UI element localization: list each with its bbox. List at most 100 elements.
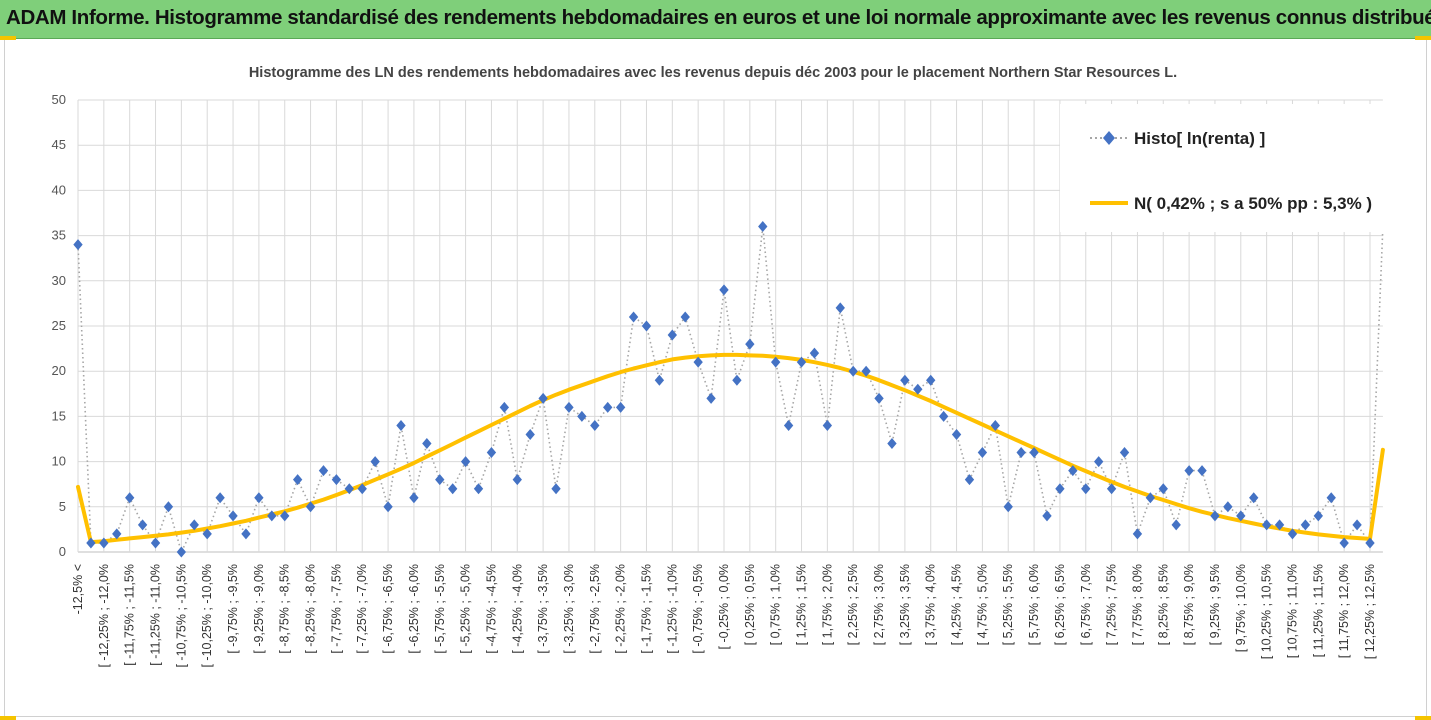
histo-point <box>228 510 238 522</box>
histo-point <box>1274 519 1285 531</box>
y-axis-ticks: 0 5 10 15 20 25 30 35 40 45 50 <box>52 92 66 559</box>
x-tick-label: [ 9,75% ; 10,0% <box>1234 564 1248 652</box>
x-tick-label: [ -12,25% ; -12,0% <box>97 564 111 668</box>
corner-accent-bottom-left <box>0 716 16 720</box>
x-tick-label: [ -0,25% ; 0,0% <box>717 564 731 649</box>
histo-point <box>396 419 406 431</box>
histo-point <box>900 374 910 386</box>
y-tick-label: 45 <box>52 137 66 152</box>
y-tick-label: 35 <box>52 228 66 243</box>
histo-point <box>1094 456 1104 468</box>
x-tick-label: [ 11,75% ; 12,0% <box>1337 564 1351 658</box>
histo-point <box>357 483 367 495</box>
y-tick-label: 5 <box>59 499 66 514</box>
x-tick-label: [ -8,25% ; -8,0% <box>304 564 318 654</box>
chart-legend: Histo[ ln(renta) ] N( 0,42% ; s a 50% pp… <box>1060 104 1385 232</box>
legend-background <box>1060 104 1385 232</box>
histo-point <box>1365 537 1375 549</box>
histo-point <box>486 447 497 459</box>
histo-point <box>1158 483 1168 495</box>
x-tick-label: [ 1,75% ; 2,0% <box>820 564 834 645</box>
x-tick-label: [ 0,75% ; 1,0% <box>769 564 783 645</box>
histo-point <box>1339 537 1349 549</box>
histo-point <box>1236 510 1246 522</box>
histo-point <box>73 239 83 251</box>
histo-point <box>771 356 781 368</box>
y-tick-label: 0 <box>59 544 66 559</box>
histo-point <box>1287 528 1298 540</box>
histo-point <box>913 383 923 395</box>
histo-point <box>460 456 471 468</box>
histo-point <box>628 311 639 323</box>
histo-point <box>745 338 755 350</box>
y-tick-label: 25 <box>52 318 66 333</box>
histo-point <box>370 456 380 468</box>
x-tick-label: [ -11,75% ; -11,5% <box>123 564 137 666</box>
x-tick-label: [ 0,25% ; 0,5% <box>743 564 757 645</box>
histo-point <box>499 401 510 413</box>
x-tick-label: [ 2,75% ; 3,0% <box>872 564 886 645</box>
histo-point <box>887 438 897 450</box>
chart-series <box>73 221 1385 558</box>
x-tick-label: [ -9,25% ; -9,0% <box>252 564 266 654</box>
histo-point <box>590 419 600 431</box>
histo-point <box>641 320 652 332</box>
histo-point <box>990 419 1000 431</box>
histo-point <box>435 474 445 486</box>
x-tick-label: [ 4,75% ; 5,0% <box>975 564 989 645</box>
x-tick-label: [ -1,75% ; -1,5% <box>639 564 653 654</box>
x-tick-label: [ -7,75% ; -7,5% <box>329 564 343 654</box>
y-tick-label: 20 <box>52 363 66 378</box>
histo-point <box>1081 483 1091 495</box>
x-tick-label: [ -0,75% ; -0,5% <box>691 564 705 654</box>
legend-normal-label: N( 0,42% ; s a 50% pp : 5,3% ) <box>1134 194 1372 213</box>
histo-point <box>809 347 820 359</box>
histo-point <box>551 483 561 495</box>
histo-point <box>241 528 251 540</box>
x-tick-label: [ -5,25% ; -5,0% <box>459 564 473 654</box>
histo-point <box>1300 519 1311 531</box>
histo-point <box>654 374 665 386</box>
x-tick-label: [ -6,25% ; -6,0% <box>407 564 421 654</box>
x-tick-label: [ 1,25% ; 1,5% <box>795 564 809 645</box>
histo-point <box>125 492 135 504</box>
histo-series-line <box>77 226 1384 555</box>
histo-point <box>1223 501 1233 513</box>
histo-point <box>758 221 768 233</box>
x-tick-label: [ -2,25% ; -2,0% <box>614 564 628 654</box>
histo-point <box>964 474 975 486</box>
histo-point <box>1068 465 1078 477</box>
histo-point <box>473 483 484 495</box>
histo-point <box>1261 519 1272 531</box>
histo-point <box>280 510 290 522</box>
histo-point <box>1029 447 1039 459</box>
histo-point <box>86 537 96 549</box>
histo-point <box>267 510 277 522</box>
x-tick-label: [ -2,75% ; -2,5% <box>588 564 602 654</box>
chart-gridlines <box>77 99 1383 553</box>
histo-point <box>1145 492 1156 504</box>
histo-point <box>848 365 858 377</box>
histo-point <box>680 311 690 323</box>
histo-point <box>1055 483 1065 495</box>
histo-point <box>215 492 225 504</box>
x-tick-label: [ -8,75% ; -8,5% <box>278 564 292 654</box>
histo-point <box>409 492 419 504</box>
x-tick-label: [ 5,75% ; 6,0% <box>1027 564 1041 645</box>
histo-point <box>538 392 548 404</box>
x-tick-label: [ -10,25% ; -10,0% <box>200 564 214 668</box>
x-tick-label: [ -4,75% ; -4,5% <box>484 564 498 654</box>
x-tick-label: [ 5,25% ; 5,5% <box>1001 564 1015 645</box>
histo-point <box>719 284 729 296</box>
histo-point <box>422 438 432 450</box>
x-tick-label: [ 9,25% ; 9,5% <box>1208 564 1222 645</box>
report-banner: ADAM Informe. Histogramme standardisé de… <box>0 0 1431 39</box>
y-tick-label: 50 <box>52 92 66 107</box>
histo-point <box>1352 519 1362 531</box>
histo-point <box>512 474 522 486</box>
histo-point <box>1119 447 1130 459</box>
x-tick-label: [ 10,75% ; 11,0% <box>1285 564 1299 658</box>
histo-point <box>99 537 109 549</box>
histo-point <box>254 492 264 504</box>
x-tick-label: [ 11,25% ; 11,5% <box>1311 564 1325 657</box>
